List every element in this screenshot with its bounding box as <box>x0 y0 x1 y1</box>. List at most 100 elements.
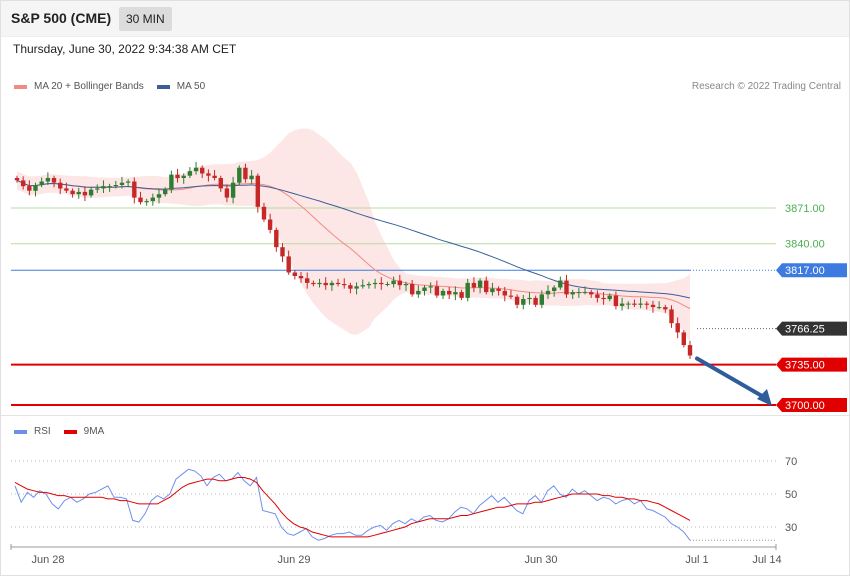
candle-body <box>669 309 674 324</box>
current-price-tag <box>776 321 847 336</box>
support-tag <box>776 357 847 372</box>
candle-body <box>101 186 106 189</box>
candle <box>150 193 155 206</box>
candle-body <box>14 178 20 181</box>
candle-body <box>576 292 582 294</box>
candle-body <box>212 175 217 178</box>
level-label: 3871.00 <box>785 203 825 215</box>
candle <box>422 285 427 296</box>
candle <box>200 165 205 179</box>
candle <box>650 300 656 313</box>
candle-body <box>656 307 662 309</box>
candle <box>545 285 551 300</box>
candle-body <box>650 304 656 308</box>
candle-body <box>21 180 26 187</box>
candle <box>311 280 316 287</box>
candle-body <box>138 197 143 203</box>
candle <box>39 177 44 188</box>
rsi-tick-label: 30 <box>785 522 797 534</box>
candle-body <box>156 194 162 198</box>
candle <box>687 341 693 359</box>
candle-body <box>342 284 347 286</box>
candles <box>14 161 693 359</box>
level-label: 3700.00 <box>785 400 825 412</box>
candle-body <box>51 178 57 183</box>
candle <box>428 282 433 294</box>
candle <box>329 280 335 291</box>
candle <box>465 278 470 302</box>
candle-body <box>403 284 409 286</box>
candle-body <box>218 178 223 189</box>
candle-body <box>348 285 353 289</box>
bollinger-band <box>17 128 690 343</box>
candle-body <box>440 290 446 296</box>
candle <box>33 182 38 197</box>
rsi-legend-label: RSI <box>34 426 51 437</box>
candle <box>175 168 180 183</box>
candle <box>379 277 384 290</box>
candle <box>169 170 174 194</box>
candle-body <box>206 173 211 176</box>
candle <box>181 173 186 184</box>
rsi-ma-swatch <box>63 429 77 434</box>
candle <box>70 188 75 198</box>
candle <box>132 177 137 204</box>
candle <box>163 187 168 197</box>
candle-body <box>496 288 501 291</box>
candle <box>552 285 557 297</box>
candle <box>119 176 125 189</box>
candle <box>342 278 347 289</box>
candle-body <box>335 282 341 285</box>
candle-body <box>76 191 81 195</box>
candle-body <box>249 175 254 180</box>
ma20-legend-label: MA 20 + Bollinger Bands <box>34 81 144 92</box>
candle-body <box>632 303 637 305</box>
candle-body <box>39 181 44 185</box>
candle <box>335 278 341 287</box>
candle-body <box>175 174 180 179</box>
price-legend: MA 20 + Bollinger Bands MA 50 <box>14 81 205 92</box>
candle <box>619 297 625 311</box>
candle-body <box>255 175 260 207</box>
candle <box>95 184 100 194</box>
interval-button[interactable]: 30 MIN <box>119 7 172 31</box>
candle <box>224 184 230 203</box>
candle-body <box>274 229 279 248</box>
candle <box>434 280 440 298</box>
candle <box>558 276 563 290</box>
candle <box>391 276 396 288</box>
candle-body <box>459 292 464 298</box>
candle <box>447 286 452 300</box>
candle <box>21 176 26 190</box>
candle-body <box>490 288 495 293</box>
level-label: 3817.00 <box>785 265 825 277</box>
rsi-tick-label: 70 <box>785 456 797 468</box>
candle <box>261 202 267 222</box>
candle-body <box>119 182 125 185</box>
candle-body <box>644 303 649 305</box>
candle-body <box>539 294 544 305</box>
candle <box>607 293 612 302</box>
candle <box>274 227 279 252</box>
candle-body <box>391 280 396 285</box>
candle-body <box>619 303 625 306</box>
candle-body <box>521 299 526 305</box>
candle-body <box>132 181 137 198</box>
candle <box>669 305 674 328</box>
candle-body <box>527 297 532 300</box>
candle <box>632 299 637 308</box>
candle <box>45 172 51 185</box>
candle <box>51 175 57 188</box>
candle-body <box>243 167 248 180</box>
candle-body <box>261 206 267 220</box>
candle-body <box>82 191 88 196</box>
candle-body <box>88 189 94 196</box>
rsi-swatch <box>14 429 27 434</box>
candle <box>218 175 223 192</box>
candle-body <box>589 292 594 295</box>
candle-body <box>465 282 470 298</box>
candle-body <box>447 290 452 295</box>
pivot-tag <box>776 263 847 278</box>
candle <box>508 289 514 300</box>
